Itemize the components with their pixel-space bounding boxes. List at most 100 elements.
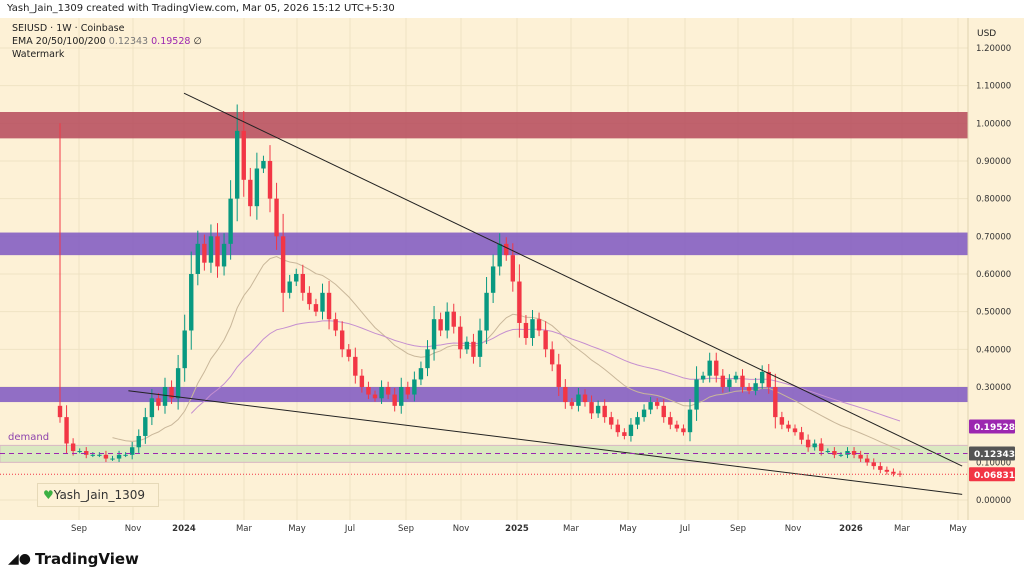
legend-ema[interactable]: EMA 20/50/100/200 0.12343 0.19528 ∅ xyxy=(12,36,202,47)
candle-body xyxy=(563,386,568,403)
candle-body xyxy=(438,319,443,331)
candle-body xyxy=(451,311,456,327)
candles xyxy=(57,104,903,477)
legend-watermark[interactable]: Watermark xyxy=(12,49,65,60)
candle-body xyxy=(444,311,450,331)
candle-body xyxy=(326,292,332,320)
candle-body xyxy=(582,394,588,403)
candle-body xyxy=(320,292,325,312)
candle-body xyxy=(313,304,319,312)
candle-body xyxy=(609,417,614,425)
candle-body xyxy=(576,394,581,406)
candle-body xyxy=(569,402,575,406)
candle-body xyxy=(786,424,791,429)
candle-body xyxy=(779,417,785,425)
candle-body xyxy=(812,443,817,448)
price-tick: 0.60000 xyxy=(976,270,1011,280)
candle-body xyxy=(654,402,660,406)
candle-body xyxy=(307,292,312,305)
ema-label: EMA 20/50/100/200 xyxy=(12,36,106,47)
price-tick: 1.10000 xyxy=(976,82,1011,92)
price-tick: 0.40000 xyxy=(976,345,1011,355)
ema-value-3: ∅ xyxy=(193,36,202,47)
candle-body xyxy=(156,398,161,406)
price-label: 0.19528 xyxy=(974,423,1015,433)
candle-body xyxy=(123,454,128,456)
candle-body xyxy=(103,454,109,459)
price-label: 0.06831 xyxy=(974,471,1015,481)
candle-body xyxy=(490,266,496,293)
watermark-text: Yash_Jain_1309 xyxy=(53,488,146,502)
candle-body xyxy=(287,281,292,293)
time-tick: Sep xyxy=(730,524,746,534)
candle-body xyxy=(504,243,509,256)
candle-body xyxy=(543,330,548,350)
candle-body xyxy=(162,386,168,406)
candle-body xyxy=(274,198,279,237)
price-label-bg xyxy=(969,446,1015,461)
candle-body xyxy=(359,375,365,387)
candle-body xyxy=(149,398,155,418)
time-tick: May xyxy=(949,524,967,534)
candle-body xyxy=(549,349,555,365)
candle-body xyxy=(687,409,693,433)
candle-body xyxy=(431,319,437,350)
candle-body xyxy=(773,386,778,418)
candle-body xyxy=(661,405,666,418)
tv-logo-icon: ◢● xyxy=(8,551,31,567)
currency-label: USD xyxy=(977,29,996,39)
candle-body xyxy=(805,439,811,448)
candle-body xyxy=(694,379,699,410)
price-tick: 0.00000 xyxy=(976,496,1011,506)
candle-body xyxy=(635,417,640,425)
candle-body xyxy=(129,447,135,455)
candle-body xyxy=(346,349,351,357)
zones xyxy=(0,111,969,463)
candle-body xyxy=(510,255,516,282)
candle-body xyxy=(333,319,338,331)
candle-body xyxy=(871,462,876,467)
candle-body xyxy=(267,160,273,199)
candle-body xyxy=(254,168,260,207)
candle-body xyxy=(241,130,246,180)
candle-body xyxy=(517,281,522,323)
candle-body xyxy=(753,383,758,391)
candle-body xyxy=(628,424,634,436)
candle-body xyxy=(884,469,890,472)
candle-body xyxy=(746,386,752,391)
candle-body xyxy=(353,356,358,376)
time-tick: Sep xyxy=(71,524,87,534)
tradingview-logo[interactable]: ◢● TradingView xyxy=(8,550,139,568)
time-axis: Sep Nov 2024 Mar May Jul Sep Nov 2025 Mar May Jul Se… xyxy=(71,524,967,534)
candle-body xyxy=(143,417,148,436)
candle-body xyxy=(838,454,844,456)
candle-body xyxy=(77,451,82,453)
candle-body xyxy=(674,424,680,429)
time-tick: Sep xyxy=(398,524,414,534)
time-tick: Nov xyxy=(125,524,142,534)
candle-body xyxy=(792,428,798,433)
candle-body xyxy=(707,360,712,376)
candle-body xyxy=(523,322,529,339)
candle-body xyxy=(116,454,122,459)
candle-body xyxy=(471,341,476,357)
candle-body xyxy=(891,471,896,474)
ema-value-1: 0.12343 xyxy=(108,36,149,47)
candle-body xyxy=(379,386,384,399)
candle-body xyxy=(182,330,187,369)
price-tick: 1.00000 xyxy=(976,119,1011,129)
candle-body xyxy=(759,371,765,384)
candle-body xyxy=(202,243,207,263)
legend-symbol[interactable]: SEIUSD · 1W · Coinbase xyxy=(12,23,125,34)
candle-body xyxy=(228,198,233,244)
candle-body xyxy=(851,451,857,455)
candle-body xyxy=(858,454,863,459)
candle-body xyxy=(615,424,621,433)
candle-body xyxy=(425,349,430,369)
price-tick: 0.30000 xyxy=(976,383,1011,393)
candle-body xyxy=(464,341,470,350)
time-tick: Jul xyxy=(344,524,355,534)
chart-attribution: Yash_Jain_1309 created with TradingView.… xyxy=(7,3,395,14)
zone-zone_purple xyxy=(0,232,968,256)
